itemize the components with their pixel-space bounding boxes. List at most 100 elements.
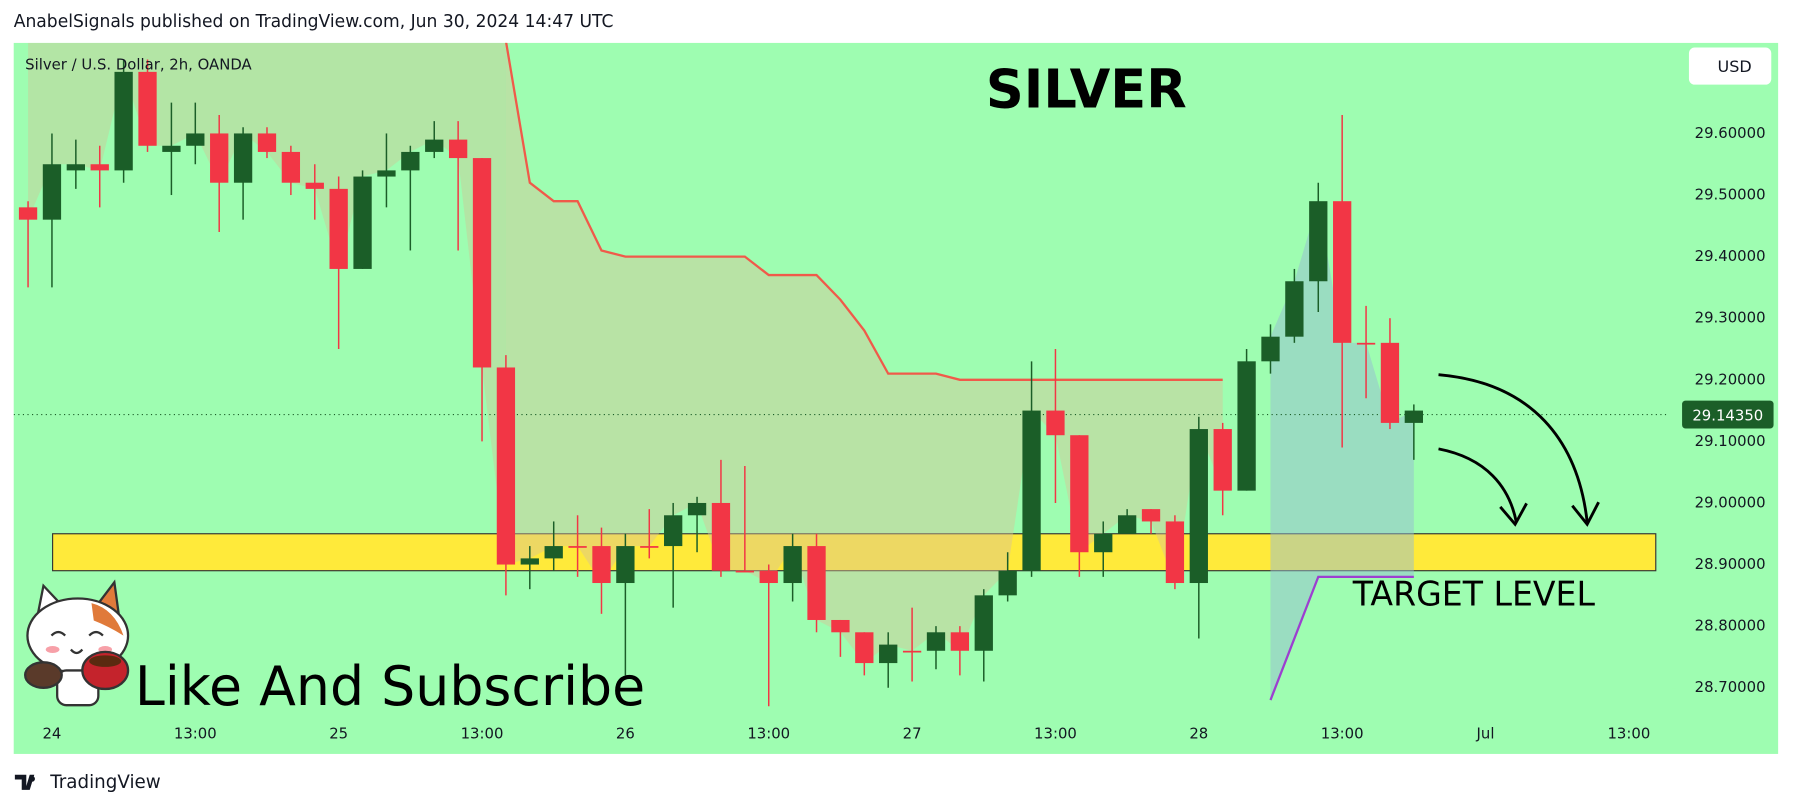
candle-body xyxy=(592,546,611,584)
x-tick-label: 13:00 xyxy=(1321,725,1364,743)
x-tick-label: 26 xyxy=(616,725,635,743)
candle-body xyxy=(998,570,1017,596)
x-tick-label: 13:00 xyxy=(461,725,504,743)
candle-body xyxy=(353,176,372,269)
y-tick-label: 28.80000 xyxy=(1695,617,1766,635)
candle-body xyxy=(1356,342,1376,345)
x-tick-label: 28 xyxy=(1189,725,1208,743)
cat-sticker xyxy=(24,579,130,707)
overlay-line xyxy=(505,42,1223,381)
candle-body xyxy=(496,367,516,565)
arrow xyxy=(1438,373,1589,523)
y-tick-label: 29.40000 xyxy=(1695,247,1766,265)
candle-body xyxy=(664,515,683,547)
candle-body xyxy=(902,650,922,653)
x-tick-label: 25 xyxy=(329,725,348,743)
candle-body xyxy=(640,546,659,548)
candle-body xyxy=(1213,429,1232,491)
candle-body xyxy=(687,502,707,516)
currency-label[interactable]: USD xyxy=(1718,57,1752,76)
candle-body xyxy=(1070,435,1089,553)
candle-body xyxy=(210,133,229,183)
candle-body xyxy=(305,182,324,189)
plot-area xyxy=(13,42,1670,707)
subscribe-label: Like And Subscribe xyxy=(135,655,645,718)
branding: TradingView xyxy=(49,772,160,793)
candle-body xyxy=(759,570,778,584)
y-tick-label: 29.60000 xyxy=(1695,124,1766,142)
candle-body xyxy=(520,558,539,565)
overlay-line xyxy=(1269,575,1414,701)
candle-body xyxy=(1285,281,1304,337)
candle-body xyxy=(162,145,181,152)
candle-body xyxy=(114,71,133,171)
x-tick-label: 13:00 xyxy=(174,725,217,743)
cup xyxy=(24,661,63,689)
candle-body xyxy=(233,133,253,183)
candle-body xyxy=(568,546,587,548)
chart-title: SILVER xyxy=(986,59,1187,120)
x-tick-label: 27 xyxy=(903,725,922,743)
candle-body xyxy=(66,164,85,171)
chart-background xyxy=(13,42,1779,754)
x-tick-label: 24 xyxy=(42,725,61,743)
candle-body xyxy=(879,644,898,664)
last-price-label: 29.14350 xyxy=(1692,406,1763,424)
candle-body xyxy=(1404,410,1423,423)
trend-fill xyxy=(1270,201,1414,701)
candle-body xyxy=(711,502,731,571)
candle-body xyxy=(1261,336,1280,362)
candle-body xyxy=(1141,509,1161,522)
x-tick-label: Jul xyxy=(1476,725,1495,743)
candle-body xyxy=(1022,410,1041,571)
x-tick-label: 13:00 xyxy=(1034,725,1077,743)
candle-body xyxy=(257,133,277,152)
candle-body xyxy=(90,164,109,171)
candle-body xyxy=(950,632,970,651)
cat-blush xyxy=(45,646,60,654)
y-tick-label: 28.90000 xyxy=(1695,555,1766,573)
y-tick-label: 29.10000 xyxy=(1695,432,1766,450)
candle-body xyxy=(1046,410,1065,436)
cat-mouth xyxy=(70,648,84,655)
candle-body xyxy=(1094,533,1113,553)
candle-body xyxy=(1117,515,1137,534)
y-tick-label: 29.50000 xyxy=(1695,185,1766,203)
y-tick-label: 28.70000 xyxy=(1695,678,1766,696)
candle-body xyxy=(1309,201,1328,282)
y-tick-label: 29.20000 xyxy=(1695,370,1766,388)
x-tick-label: 13:00 xyxy=(1607,725,1650,743)
candle-body xyxy=(425,139,444,152)
candle-body xyxy=(377,170,396,177)
y-tick-label: 29.00000 xyxy=(1695,493,1766,511)
candle-body xyxy=(544,546,563,559)
candle-body xyxy=(1165,521,1185,584)
arrow-head xyxy=(1571,501,1600,527)
candle-body xyxy=(1333,201,1352,343)
axes: 29.60000 29.50000 29.40000 29.30000 29.20000… xyxy=(42,124,1774,743)
candle-body xyxy=(448,139,468,159)
candle-body xyxy=(186,133,205,146)
chart-subtitle: Silver / U.S. Dollar, 2h, OANDA xyxy=(25,55,252,73)
trend-fill xyxy=(505,42,1223,664)
candle-body xyxy=(329,188,348,269)
candle-body xyxy=(281,151,301,183)
candle-body xyxy=(807,546,826,620)
candle-body xyxy=(1189,429,1208,584)
arrows xyxy=(1438,373,1600,527)
candle-body xyxy=(974,595,993,651)
candle-body xyxy=(1380,342,1400,423)
tv-logo xyxy=(14,774,35,790)
candle-body xyxy=(831,619,850,633)
tv-logo-mark xyxy=(14,774,35,790)
cat-eyes xyxy=(50,630,104,637)
last-price-box xyxy=(1682,400,1774,429)
candle-body xyxy=(18,207,38,220)
currency-box[interactable] xyxy=(1688,47,1772,85)
arrow xyxy=(1438,447,1518,523)
coffee xyxy=(89,655,122,667)
x-tick-label: 13:00 xyxy=(747,725,790,743)
target-label: TARGET LEVEL xyxy=(1352,575,1596,614)
